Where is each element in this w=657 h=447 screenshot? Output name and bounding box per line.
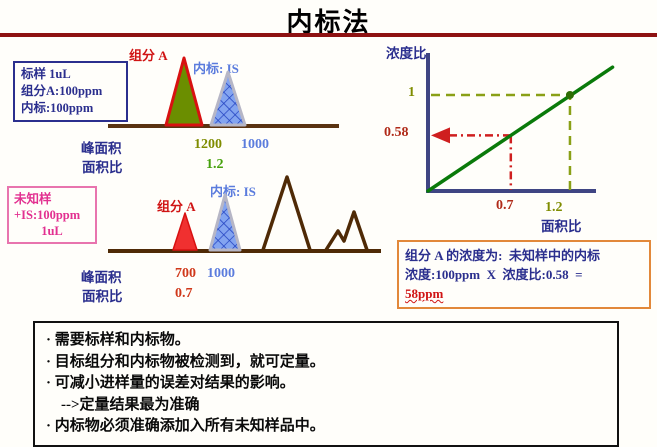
standard-chromatogram — [108, 56, 339, 128]
matrix-peaks-double — [324, 210, 369, 251]
peak-area-label-unknown: 峰面积 — [81, 270, 122, 285]
note-line: · 可减小进样量的误差对结果的影响。 — [46, 375, 295, 391]
internal-standard-label-unknown: 内标: IS — [210, 184, 256, 199]
standard-sample-info-box: 标样 1uL 组分A:100ppm 内标:100ppm — [13, 61, 128, 122]
unknown-info-line: 未知样 — [14, 192, 52, 206]
area-ratio-label-standard: 面积比 — [82, 160, 123, 175]
standard-info-line: 组分A:100ppm — [21, 84, 103, 98]
unknown-chromatogram — [108, 175, 381, 253]
component-a-label-standard: 组分 A — [129, 48, 168, 63]
x-tick-standard: 1.2 — [545, 200, 563, 215]
y-tick-standard: 1 — [408, 85, 415, 100]
area-ratio-value-unknown: 0.7 — [175, 286, 193, 301]
y-axis-label: 浓度比 — [386, 46, 427, 61]
notes-box: · 需要标样和内标物。 · 目标组分和内标物被检测到，就可定量。 · 可减小进样… — [33, 321, 619, 447]
internal-standard-peak-standard — [209, 70, 247, 127]
title-underline — [0, 33, 657, 37]
note-line: -->定量结果最为准确 — [61, 396, 200, 413]
component-area-value-unknown: 700 — [175, 266, 196, 281]
x-tick-unknown: 0.7 — [496, 198, 514, 213]
component-a-peak-unknown — [172, 212, 198, 251]
result-value: 58ppm — [405, 286, 444, 301]
unknown-info-line: 1uL — [41, 224, 63, 238]
note-line: · 内标物必须准确添加入所有未知样品中。 — [46, 418, 325, 434]
component-a-peak-standard — [164, 56, 204, 127]
result-box: 组分 A 的浓度为: 未知样中的内标 浓度:100ppm X 浓度比:0.58 … — [397, 240, 651, 309]
component-a-label-unknown: 组分 A — [157, 199, 196, 214]
calibration-plot — [426, 53, 615, 193]
peak-area-label-standard: 峰面积 — [81, 141, 122, 156]
note-line: · 目标组分和内标物被检测到，就可定量。 — [46, 353, 325, 370]
area-ratio-value-standard: 1.2 — [206, 157, 224, 172]
unknown-info-line: +IS:100ppm — [14, 208, 81, 222]
note-line: · 需要标样和内标物。 — [46, 332, 190, 348]
matrix-peak-tall — [261, 175, 312, 251]
unknown-sample-info-box: 未知样 +IS:100ppm 1uL — [7, 186, 97, 244]
x-axis-label: 面积比 — [541, 219, 582, 234]
page-title: 内标法 — [286, 8, 371, 37]
standard-info-line: 内标:100ppm — [21, 101, 94, 115]
is-area-value-unknown: 1000 — [207, 266, 235, 281]
is-area-value-standard: 1000 — [241, 137, 269, 152]
result-line-2: 浓度:100ppm X 浓度比:0.58 = — [405, 267, 583, 282]
internal-standard-peak-unknown — [208, 193, 242, 252]
area-ratio-label-unknown: 面积比 — [82, 289, 123, 304]
standard-info-line: 标样 1uL — [21, 67, 71, 81]
y-tick-unknown: 0.58 — [384, 125, 409, 140]
component-area-value-standard: 1200 — [194, 137, 222, 152]
result-line-1: 组分 A 的浓度为: 未知样中的内标 — [405, 248, 601, 263]
